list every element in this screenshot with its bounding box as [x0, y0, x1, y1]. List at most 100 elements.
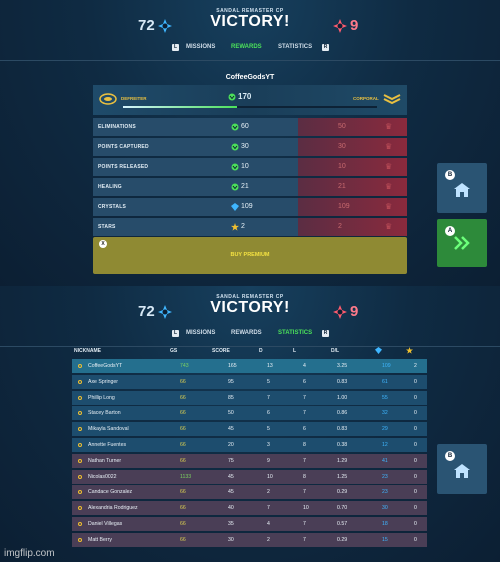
player-crystals: 12: [382, 442, 388, 448]
table-row[interactable]: Axe Springer 66 95 5 6 0.83 61 0: [72, 374, 427, 389]
tab-rewards[interactable]: REWARDS: [231, 330, 262, 336]
player-name: CoffeeGodsYT: [88, 363, 123, 369]
table-row[interactable]: Annette Fuentes 66 20 3 8 0.38 12 0: [72, 438, 427, 452]
player-score: 45: [228, 426, 234, 433]
player-score: 40: [228, 505, 234, 512]
col-score[interactable]: SCORE: [212, 348, 230, 354]
tab-missions[interactable]: MISSIONS: [186, 44, 216, 50]
blue-team-icon: [158, 19, 172, 33]
crystal-icon: [231, 203, 239, 211]
key-l-hint: L: [172, 330, 179, 337]
table-row[interactable]: Nicolas0022 1133 45 10 8 1.25 23 0: [72, 469, 427, 484]
player-crystals: 23: [382, 489, 388, 496]
tab-rewards[interactable]: REWARDS: [231, 44, 262, 50]
player-stars: 0: [414, 457, 417, 464]
xp-gained: 170: [238, 92, 252, 101]
col-nickname[interactable]: NICKNAME: [74, 348, 101, 354]
reward-row: CRYSTALS 109 109 ♛: [93, 198, 407, 216]
reward-label: POINTS RELEASED: [98, 164, 149, 170]
home-icon: [454, 464, 470, 478]
home-button[interactable]: B: [437, 444, 487, 494]
reward-value: 21: [241, 183, 249, 190]
player-l: 7: [303, 410, 306, 417]
scoreboard-header: NICKNAME GS SCORE D L D/L: [72, 342, 427, 358]
key-l-hint: L: [172, 44, 179, 51]
xp-progress-bar: [123, 106, 377, 108]
col-d[interactable]: D: [259, 348, 263, 354]
tab-bar: L MISSIONS REWARDS STATISTICS R: [0, 330, 500, 342]
premium-value: 30: [338, 143, 346, 150]
player-status-icon: [78, 458, 82, 463]
player-l: 6: [303, 426, 306, 433]
player-crystals: 61: [382, 378, 388, 385]
player-l: 7: [303, 521, 306, 527]
table-row[interactable]: Alexandria Rodriguez 66 40 7 10 0.70 30 0: [72, 501, 427, 516]
tab-statistics[interactable]: STATISTICS: [278, 330, 313, 336]
map-name: SANDAL REMASTER CP: [216, 8, 284, 14]
current-rank-icon: [99, 93, 117, 105]
player-l: 7: [303, 536, 306, 543]
player-stars: 2: [414, 363, 417, 369]
premium-value: 21: [338, 183, 346, 190]
table-row[interactable]: CoffeeGodsYT 743 165 13 4 3.25 109 2: [72, 359, 427, 373]
col-gs[interactable]: GS: [170, 348, 178, 354]
star-icon[interactable]: [406, 347, 413, 354]
xp-icon: [228, 93, 236, 101]
continue-button[interactable]: A: [437, 219, 487, 267]
tab-missions[interactable]: MISSIONS: [186, 330, 216, 336]
col-l[interactable]: L: [293, 348, 297, 354]
match-header: SANDAL REMASTER CP VICTORY! 72 9 L MISSI…: [0, 0, 500, 62]
match-result: VICTORY!: [210, 13, 290, 30]
blue-team-score: 72: [138, 17, 155, 34]
player-status-icon: [78, 395, 82, 400]
xp-progress-fill: [123, 106, 238, 108]
player-dl: 0.86: [337, 410, 348, 417]
player-crystals: 29: [382, 426, 388, 433]
player-d: 7: [267, 505, 270, 512]
reward-value: 30: [241, 143, 249, 150]
player-gs: 66: [180, 410, 186, 417]
table-row[interactable]: Matt Berry 66 30 2 7 0.29 15 0: [72, 532, 427, 547]
table-row[interactable]: Candace Gonzalez 66 45 2 7 0.29 23 0: [72, 485, 427, 500]
blue-team-icon: [158, 305, 172, 319]
player-score: 35: [228, 521, 234, 527]
player-crystals: 41: [382, 457, 388, 464]
player-dl: 0.70: [337, 505, 348, 512]
player-crystals: 32: [382, 410, 388, 417]
player-l: 7: [303, 457, 306, 464]
player-score: 50: [228, 410, 234, 417]
crystal-icon[interactable]: [375, 347, 382, 354]
player-dl: 1.25: [337, 473, 348, 480]
star-icon: [231, 223, 239, 231]
reward-row-free: HEALING 21: [93, 178, 298, 196]
player-d: 5: [267, 378, 270, 385]
player-name: CoffeeGodsYT: [225, 74, 275, 81]
buy-premium-button[interactable]: X BUY PREMIUM: [93, 237, 407, 274]
table-row[interactable]: Nathan Turner 66 75 9 7 1.29 41 0: [72, 453, 427, 468]
player-dl: 0.57: [337, 521, 348, 527]
player-status-icon: [78, 490, 82, 495]
premium-crown-icon: ♛: [385, 142, 393, 151]
player-name: Daniel Villegas: [88, 521, 123, 527]
player-score: 20: [228, 442, 234, 448]
player-d: 10: [267, 473, 273, 480]
table-row[interactable]: Stacey Barton 66 50 6 7 0.86 32 0: [72, 406, 427, 421]
table-row[interactable]: Mikayla Sandoval 66 45 5 6 0.83 29 0: [72, 422, 427, 437]
player-dl: 0.83: [337, 426, 348, 433]
player-l: 7: [303, 489, 306, 496]
tab-statistics[interactable]: STATISTICS: [278, 44, 313, 50]
rank-progress: DEFREITER 170 CORPORAL: [93, 85, 407, 115]
home-button[interactable]: B: [437, 163, 487, 213]
table-row[interactable]: Phillip Long 66 85 7 7 1.00 55 0: [72, 390, 427, 405]
reward-row: HEALING 21 21 ♛: [93, 178, 407, 196]
reward-label: STARS: [98, 224, 116, 230]
player-crystals: 18: [382, 521, 388, 527]
reward-row-premium: 109 ♛: [298, 198, 407, 216]
a-button-hint: A: [445, 226, 455, 236]
col-dl[interactable]: D/L: [331, 348, 340, 354]
player-score: 30: [228, 536, 234, 543]
player-dl: 0.83: [337, 378, 348, 385]
tab-bar: L MISSIONS REWARDS STATISTICS R: [0, 44, 500, 56]
match-header: SANDAL REMASTER CP VICTORY! 72 9 L MISSI…: [0, 286, 500, 348]
table-row[interactable]: Daniel Villegas 66 35 4 7 0.57 18 0: [72, 517, 427, 531]
